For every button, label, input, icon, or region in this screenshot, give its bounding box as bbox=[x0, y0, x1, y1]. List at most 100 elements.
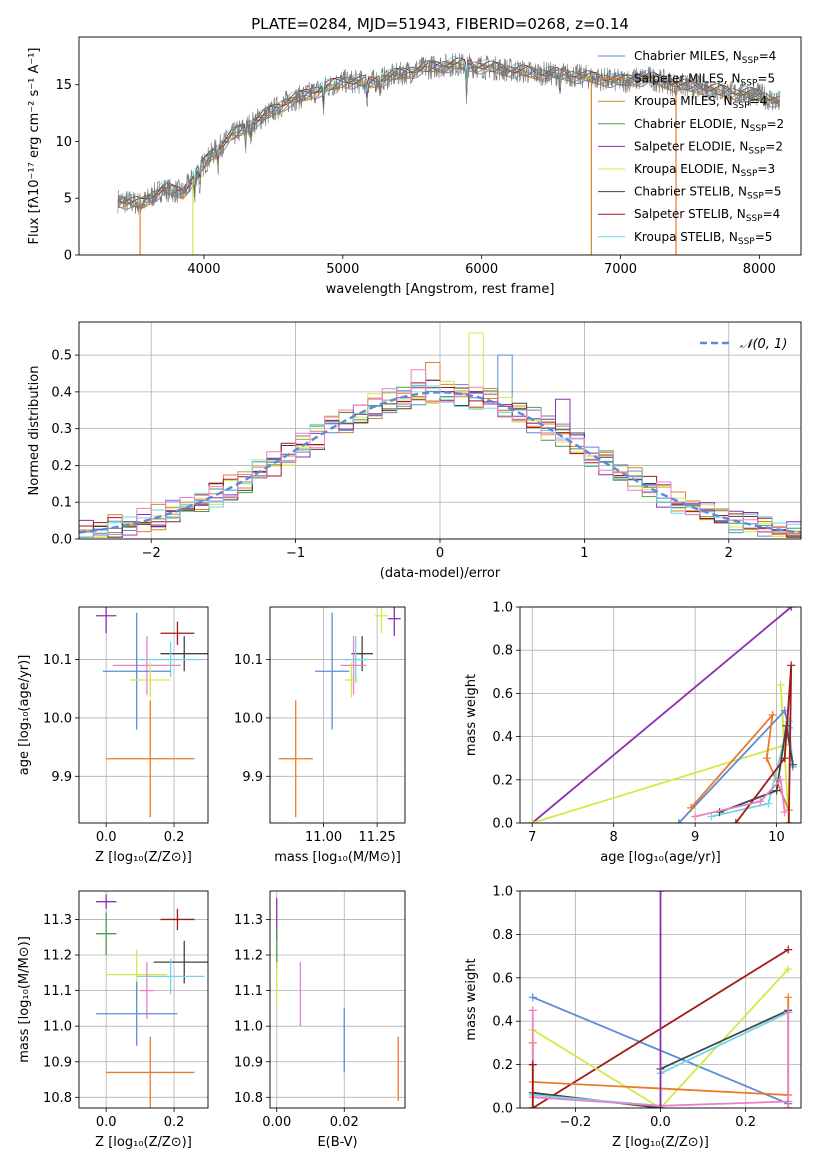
series-marker-pink bbox=[691, 812, 700, 821]
y-axis-label: mass [log₁₀(M/M⊙)] bbox=[17, 936, 32, 1063]
massweight_vs_z-frame bbox=[519, 890, 802, 1109]
x-tick-label: 0 bbox=[436, 546, 444, 561]
massweight_vs_z-axes: −0.2 0.0 0.2 0.0 0.2 0.4 0.6 0.8 1.0 Z [log₁₀(Z/Z… bbox=[464, 885, 801, 1150]
x-tick-label: 7000 bbox=[604, 262, 637, 277]
series-line-salpeter_elodie bbox=[531, 607, 792, 823]
x-tick-label: 0.2 bbox=[735, 1115, 756, 1130]
y-tick-label: 0.4 bbox=[51, 385, 72, 400]
x-tick-label: 11.00 bbox=[305, 830, 342, 845]
x-tick-label: 6000 bbox=[465, 262, 498, 277]
y-tick-label: 10 bbox=[55, 135, 72, 150]
series-marker-pink bbox=[776, 775, 785, 784]
series-marker-salpeter_stelib bbox=[780, 754, 789, 763]
mass_vs_ebv-frame bbox=[269, 890, 406, 1109]
series-marker-pink bbox=[784, 1008, 793, 1017]
massweight_vs_age-frame bbox=[519, 606, 802, 824]
series-marker-salpeter_miles bbox=[768, 711, 777, 719]
y-tick-label: 10.1 bbox=[43, 653, 72, 668]
y-tick-label: 0.8 bbox=[492, 644, 513, 659]
series-marker-pink bbox=[528, 1006, 537, 1015]
series-marker-pink bbox=[780, 808, 789, 817]
spectrum-lines bbox=[117, 52, 781, 255]
x-tick-label: 0.00 bbox=[262, 1115, 291, 1130]
residual_hist-axes: −2 −1 0 1 2 0.0 0.1 0.2 0.3 0.4 0.5 (data-model)/er… bbox=[27, 322, 801, 581]
legend-label-salpeter_elodie: Salpeter ELODIE, NSSP=2 bbox=[634, 139, 783, 156]
y-tick-label: 10.9 bbox=[43, 1055, 72, 1070]
y-tick-label: 9.9 bbox=[51, 770, 72, 785]
y-tick-label: 0.2 bbox=[492, 1058, 513, 1073]
y-tick-label: 11.1 bbox=[43, 984, 72, 999]
x-tick-label: 0.2 bbox=[164, 1115, 185, 1130]
y-tick-label: 10.8 bbox=[234, 1091, 263, 1106]
y-tick-label: 1.0 bbox=[492, 601, 513, 616]
normal-curve bbox=[79, 391, 801, 534]
y-tick-label: 11.3 bbox=[43, 913, 72, 928]
y-tick-label: 0.3 bbox=[51, 422, 72, 437]
series-marker-salpeter_stelib bbox=[784, 819, 793, 823]
series-marker-kroupa_elodie bbox=[784, 965, 793, 974]
series-marker-kroupa_elodie bbox=[776, 680, 785, 689]
x-axis-label: E(B-V) bbox=[317, 1135, 357, 1150]
series-marker-salpeter_stelib bbox=[528, 1060, 537, 1069]
y-tick-label: 10.0 bbox=[234, 711, 263, 726]
legend-label-chabrier_miles: Chabrier MILES, NSSP=4 bbox=[634, 49, 776, 66]
series-marker-salpeter_elodie bbox=[787, 607, 796, 611]
legend-label-kroupa_miles: Kroupa MILES, NSSP=4 bbox=[634, 94, 767, 111]
y-tick-label: 9.9 bbox=[242, 770, 263, 785]
y-tick-label: 1.0 bbox=[492, 885, 513, 900]
x-tick-label: 7 bbox=[528, 830, 536, 845]
y-tick-label: 11.0 bbox=[234, 1020, 263, 1035]
x-tick-label: 0.0 bbox=[96, 1115, 117, 1130]
x-tick-label: 0.02 bbox=[330, 1115, 359, 1130]
x-tick-label: 8 bbox=[610, 830, 618, 845]
y-tick-label: 11.2 bbox=[234, 949, 263, 964]
series-marker-salpeter_miles bbox=[784, 993, 793, 1002]
y-tick-label: 10.1 bbox=[234, 653, 263, 668]
y-tick-label: 10.8 bbox=[43, 1091, 72, 1106]
x-tick-label: 8000 bbox=[743, 262, 776, 277]
y-tick-label: 10.9 bbox=[234, 1055, 263, 1070]
legend-label-kroupa_elodie: Kroupa ELODIE, NSSP=3 bbox=[634, 162, 775, 179]
data-spectrum bbox=[117, 52, 781, 215]
histogram-salpeter_miles bbox=[79, 362, 801, 539]
y-axis-label: Normed distribution bbox=[27, 366, 42, 496]
y-tick-label: 0.5 bbox=[51, 349, 72, 364]
x-axis-label: age [log₁₀(age/yr)] bbox=[600, 850, 721, 865]
series-marker-chabrier_miles bbox=[674, 819, 683, 823]
series-marker-salpeter_stelib bbox=[731, 819, 740, 823]
y-tick-label: 11.0 bbox=[43, 1020, 72, 1035]
y-tick-label: 0.4 bbox=[492, 1015, 513, 1030]
series-marker-kroupa_elodie bbox=[528, 819, 537, 823]
y-tick-label: 0.2 bbox=[492, 773, 513, 788]
series-marker-chabrier_miles bbox=[528, 993, 537, 1002]
y-tick-label: 10.0 bbox=[43, 711, 72, 726]
series-marker-salpeter_elodie bbox=[656, 891, 665, 895]
mass_vs_z-axes: 0.0 0.2 10.8 10.9 11.0 11.1 11.2 11.3 Z [log₁₀(Z… bbox=[17, 891, 208, 1150]
y-tick-label: 5 bbox=[64, 192, 72, 207]
y-axis-label: Flux [fλ10⁻¹⁷ erg cm⁻² s⁻¹ A⁻¹] bbox=[27, 48, 42, 245]
residual_hist-frame bbox=[78, 321, 802, 540]
y-tick-label: 0.8 bbox=[492, 928, 513, 943]
y-tick-label: 0.6 bbox=[492, 971, 513, 986]
age_vs_mass-frame bbox=[269, 606, 406, 824]
series-marker-pink bbox=[756, 797, 765, 806]
x-tick-label: 0.2 bbox=[164, 830, 185, 845]
mass_vs_z-frame bbox=[78, 890, 209, 1109]
x-tick-label: 2 bbox=[725, 546, 733, 561]
age_vs_mass-axes: 11.00 11.25 9.9 10.0 10.1 mass [log₁₀(M/M⊙)] bbox=[234, 607, 405, 865]
model-spectrum-salpeter_stelib bbox=[117, 57, 780, 203]
x-tick-label: 9 bbox=[691, 830, 699, 845]
x-tick-label: 5000 bbox=[326, 262, 359, 277]
y-axis-label: mass weight bbox=[464, 958, 479, 1040]
x-tick-label: −0.2 bbox=[560, 1115, 592, 1130]
x-axis-label: Z [log₁₀(Z/Z⊙)] bbox=[95, 1135, 192, 1150]
y-axis-label: mass weight bbox=[464, 674, 479, 756]
age_vs_z-axes: 0.0 0.2 9.9 10.0 10.1 Z [log₁₀(Z/Z⊙)] age [log… bbox=[17, 607, 208, 865]
x-tick-label: −1 bbox=[286, 546, 305, 561]
x-axis-label: mass [log₁₀(M/M⊙)] bbox=[274, 850, 401, 865]
legend-label-kroupa_stelib: Kroupa STELIB, NSSP=5 bbox=[634, 230, 772, 247]
x-tick-label: 0.0 bbox=[650, 1115, 671, 1130]
spectrum-frame bbox=[78, 36, 802, 256]
massweight_vs_age-series bbox=[528, 607, 797, 823]
histogram-legend: 𝒩(0, 1) bbox=[700, 337, 787, 352]
